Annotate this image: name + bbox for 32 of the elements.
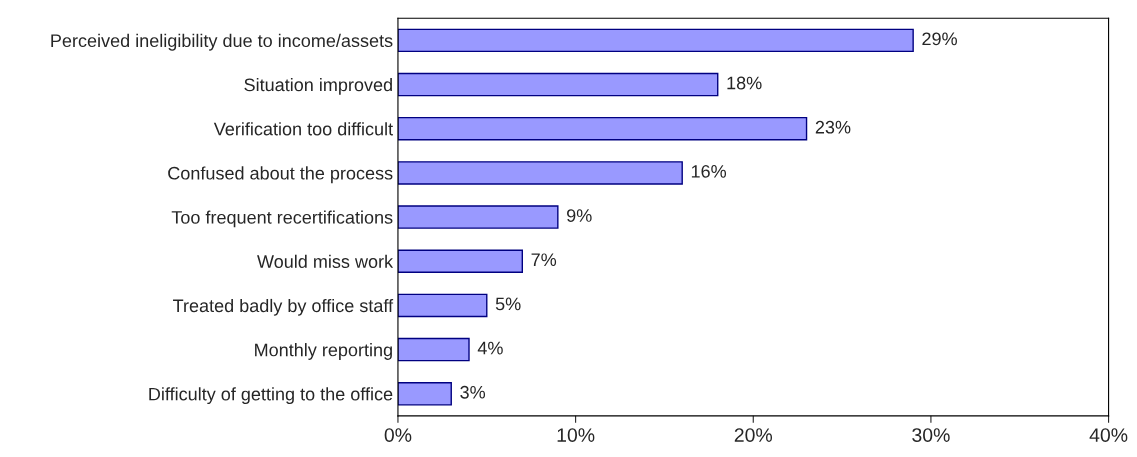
data-label: 18% <box>727 76 762 90</box>
y-tick-label: Too frequent recertifications <box>171 210 393 228</box>
bar <box>397 72 719 97</box>
y-tick-label: Would miss work <box>257 254 394 268</box>
data-label: 29% <box>922 32 957 46</box>
data-label: 9% <box>567 209 592 222</box>
data-label: 5% <box>495 297 521 311</box>
bar <box>397 337 470 362</box>
y-tick-label: Perceived ineligibility due to income/assets <box>51 33 393 51</box>
data-label: 4% <box>477 341 503 355</box>
bar <box>397 249 524 273</box>
y-tick-label: Verification too difficult <box>213 122 393 136</box>
y-tick-label: Confused about the process <box>168 166 393 184</box>
y-tick-label: Treated badly by office staff <box>173 298 394 316</box>
bar <box>397 293 488 318</box>
y-tick-label: Monthly reporting <box>255 343 392 360</box>
x-tick-label: 30% <box>912 428 950 442</box>
data-label: 23% <box>815 120 851 134</box>
x-tick-label: 10% <box>557 428 595 442</box>
bar <box>397 205 559 229</box>
data-label: 7% <box>531 253 557 267</box>
bar <box>397 382 452 406</box>
data-label: 16% <box>691 164 727 178</box>
x-tick-label: 0% <box>384 428 412 442</box>
bar <box>397 161 683 185</box>
y-tick-label: Difficulty of getting to the office <box>149 387 393 405</box>
y-tick-label: Situation improved <box>244 78 392 95</box>
bar <box>397 116 808 141</box>
x-tick-label: 20% <box>734 428 773 442</box>
data-label: 3% <box>460 385 486 399</box>
x-tick-label: 40% <box>1089 428 1128 442</box>
bar <box>397 28 914 53</box>
